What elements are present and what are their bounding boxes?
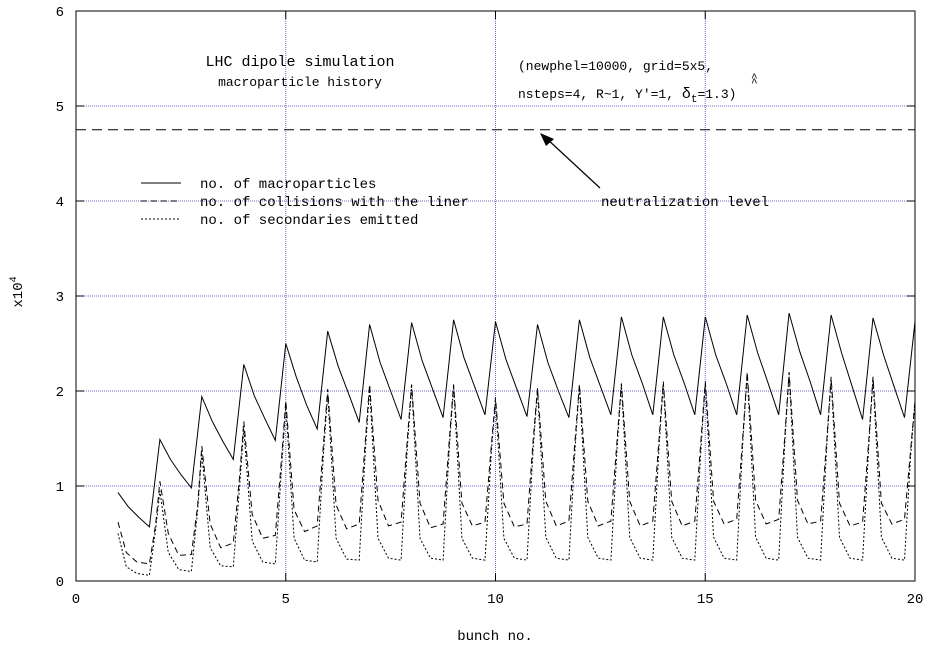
chart-subtitle: macroparticle history xyxy=(218,75,382,90)
params-line-2-text: nsteps=4, R~1, Y'=1, xyxy=(518,87,682,102)
y-tick-label-4: 4 xyxy=(56,195,64,211)
y-axis-label-base: x10 xyxy=(11,282,27,307)
y-axis-label-group: x104 xyxy=(9,276,27,307)
neutralization-label: neutralization level xyxy=(601,195,769,211)
x-tick-label-4: 20 xyxy=(907,592,924,608)
chart-title: LHC dipole simulation xyxy=(205,54,394,71)
axes xyxy=(75,10,916,582)
y-tick-label-5: 5 xyxy=(56,100,64,116)
y-tick-label-6: 6 xyxy=(56,5,64,21)
y-axis-label-exponent: 4 xyxy=(9,276,20,282)
annotation-arrowhead xyxy=(540,133,554,146)
legend: no. of macroparticles no. of collisions w… xyxy=(141,177,469,229)
params-line-2: nsteps=4, R~1, Y'=1, δt=1.3) xyxy=(518,86,736,106)
series-line-dotted xyxy=(117,373,916,576)
y-tick-label-0: 0 xyxy=(56,575,64,591)
delta-hat-mark-2: ^ xyxy=(751,73,758,85)
x-tick-label-3: 15 xyxy=(697,592,714,608)
grid xyxy=(76,11,915,581)
legend-label-solid: no. of macroparticles xyxy=(200,177,376,193)
y-tick-label-3: 3 xyxy=(56,290,64,306)
y-tick-label-1: 1 xyxy=(56,480,64,496)
tick-labels: 0 1 2 3 4 5 6 0 5 10 15 20 xyxy=(56,5,924,608)
series-lines xyxy=(117,312,916,576)
legend-label-dashed: no. of collisions with the liner xyxy=(200,195,469,211)
y-axis-label: x104 xyxy=(9,276,27,307)
x-axis-label: bunch no. xyxy=(457,629,533,645)
params-delta-symbol: δ xyxy=(682,86,691,103)
legend-label-dotted: no. of secondaries emitted xyxy=(200,213,418,229)
y-tick-label-2: 2 xyxy=(56,385,64,401)
x-tick-label-2: 10 xyxy=(487,592,504,608)
params-line-1: (newphel=10000, grid=5x5, xyxy=(518,59,713,74)
x-tick-label-0: 0 xyxy=(72,592,80,608)
params-line-2-end: =1.3) xyxy=(697,87,736,102)
x-tick-label-1: 5 xyxy=(282,592,290,608)
series-line-solid xyxy=(117,312,916,528)
annotation-arrow xyxy=(545,137,601,189)
delta-hat-mark: ^ xyxy=(751,78,758,90)
series-line-dashed xyxy=(117,371,916,565)
params-delta-subscript: t xyxy=(691,94,698,106)
